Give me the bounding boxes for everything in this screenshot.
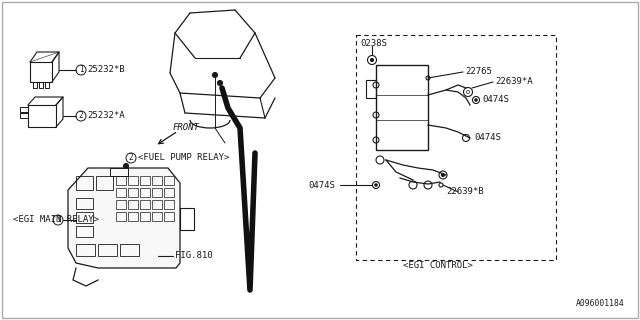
- Text: 0238S: 0238S: [360, 38, 387, 47]
- Circle shape: [475, 99, 477, 101]
- Text: FRONT: FRONT: [173, 124, 200, 132]
- Bar: [76, 226, 93, 237]
- Text: 0474S: 0474S: [308, 180, 335, 189]
- Bar: [128, 200, 138, 209]
- Circle shape: [375, 184, 377, 186]
- Bar: [128, 188, 138, 197]
- Bar: [356, 35, 556, 260]
- Circle shape: [212, 73, 218, 77]
- Bar: [164, 176, 174, 185]
- Bar: [164, 188, 174, 197]
- Circle shape: [124, 164, 129, 169]
- Bar: [180, 208, 194, 230]
- Bar: [116, 212, 126, 221]
- Polygon shape: [68, 168, 180, 268]
- Text: 1: 1: [56, 215, 60, 225]
- Bar: [28, 105, 56, 127]
- Bar: [152, 176, 162, 185]
- Circle shape: [442, 173, 445, 177]
- Text: 25232*B: 25232*B: [87, 66, 125, 75]
- Text: 0474S: 0474S: [482, 95, 509, 105]
- Bar: [366, 80, 376, 98]
- Bar: [128, 176, 138, 185]
- Text: 2: 2: [129, 154, 133, 163]
- Bar: [33, 82, 37, 88]
- Bar: [76, 198, 93, 209]
- Bar: [116, 176, 126, 185]
- Bar: [20, 113, 28, 118]
- Text: 22765: 22765: [465, 68, 492, 76]
- Bar: [164, 200, 174, 209]
- Text: 22639*B: 22639*B: [446, 188, 484, 196]
- Text: 0474S: 0474S: [474, 133, 501, 142]
- Bar: [152, 212, 162, 221]
- Bar: [140, 176, 150, 185]
- Text: 25232*A: 25232*A: [87, 111, 125, 121]
- Bar: [140, 200, 150, 209]
- Bar: [20, 107, 28, 112]
- Circle shape: [371, 59, 374, 61]
- Text: 2: 2: [79, 111, 83, 121]
- Bar: [152, 188, 162, 197]
- Text: <FUEL PUMP RELAY>: <FUEL PUMP RELAY>: [138, 154, 229, 163]
- Bar: [116, 188, 126, 197]
- Bar: [110, 168, 128, 176]
- Bar: [98, 244, 117, 256]
- Bar: [76, 212, 93, 223]
- Bar: [376, 65, 428, 150]
- Bar: [120, 244, 139, 256]
- Bar: [39, 82, 43, 88]
- Text: A096001184: A096001184: [576, 299, 625, 308]
- Text: 22639*A: 22639*A: [495, 77, 532, 86]
- Bar: [140, 188, 150, 197]
- Bar: [45, 82, 49, 88]
- Bar: [152, 200, 162, 209]
- Text: FIG.810: FIG.810: [175, 252, 212, 260]
- Bar: [140, 212, 150, 221]
- Circle shape: [218, 81, 223, 85]
- Bar: [96, 176, 113, 190]
- Bar: [128, 212, 138, 221]
- Bar: [76, 176, 93, 190]
- Bar: [76, 244, 95, 256]
- Bar: [164, 212, 174, 221]
- Bar: [116, 200, 126, 209]
- Text: 1: 1: [79, 66, 83, 75]
- Bar: [30, 62, 52, 82]
- Text: <EGI MAIN RELAY>: <EGI MAIN RELAY>: [13, 215, 99, 225]
- Text: <EGI CONTROL>: <EGI CONTROL>: [403, 260, 473, 269]
